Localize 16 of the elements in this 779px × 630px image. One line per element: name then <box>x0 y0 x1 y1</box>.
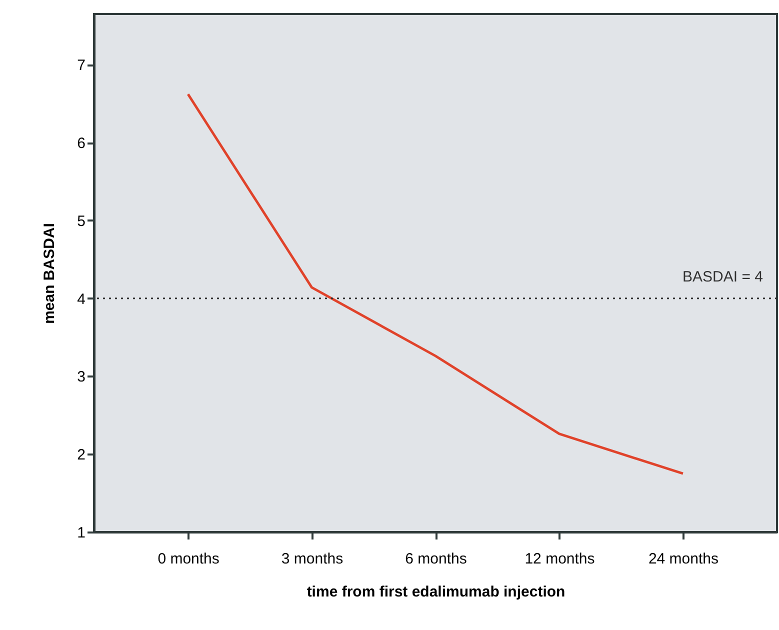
y-tick-label: 1 <box>77 524 86 542</box>
y-tick-label: 4 <box>77 290 86 308</box>
ref-line-label: BASDAI = 4 <box>682 268 763 286</box>
x-tick-label: 24 months <box>648 550 718 568</box>
y-tick-label: 3 <box>77 368 86 386</box>
line-series <box>186 92 684 475</box>
y-axis-title: mean BASDAI <box>41 223 58 324</box>
y-tick-label: 7 <box>77 57 86 74</box>
x-tick-label: 3 months <box>281 550 344 568</box>
y-tick-label: 5 <box>77 212 86 230</box>
y-tick-label: 2 <box>77 446 86 464</box>
x-tick-label: 0 months <box>158 550 220 568</box>
x-axis-title: time from first edalimumab injection <box>306 584 566 600</box>
y-tick-label: 6 <box>77 135 86 152</box>
x-tick-label: 12 months <box>524 550 595 568</box>
x-tick-label: 6 months <box>405 550 467 568</box>
